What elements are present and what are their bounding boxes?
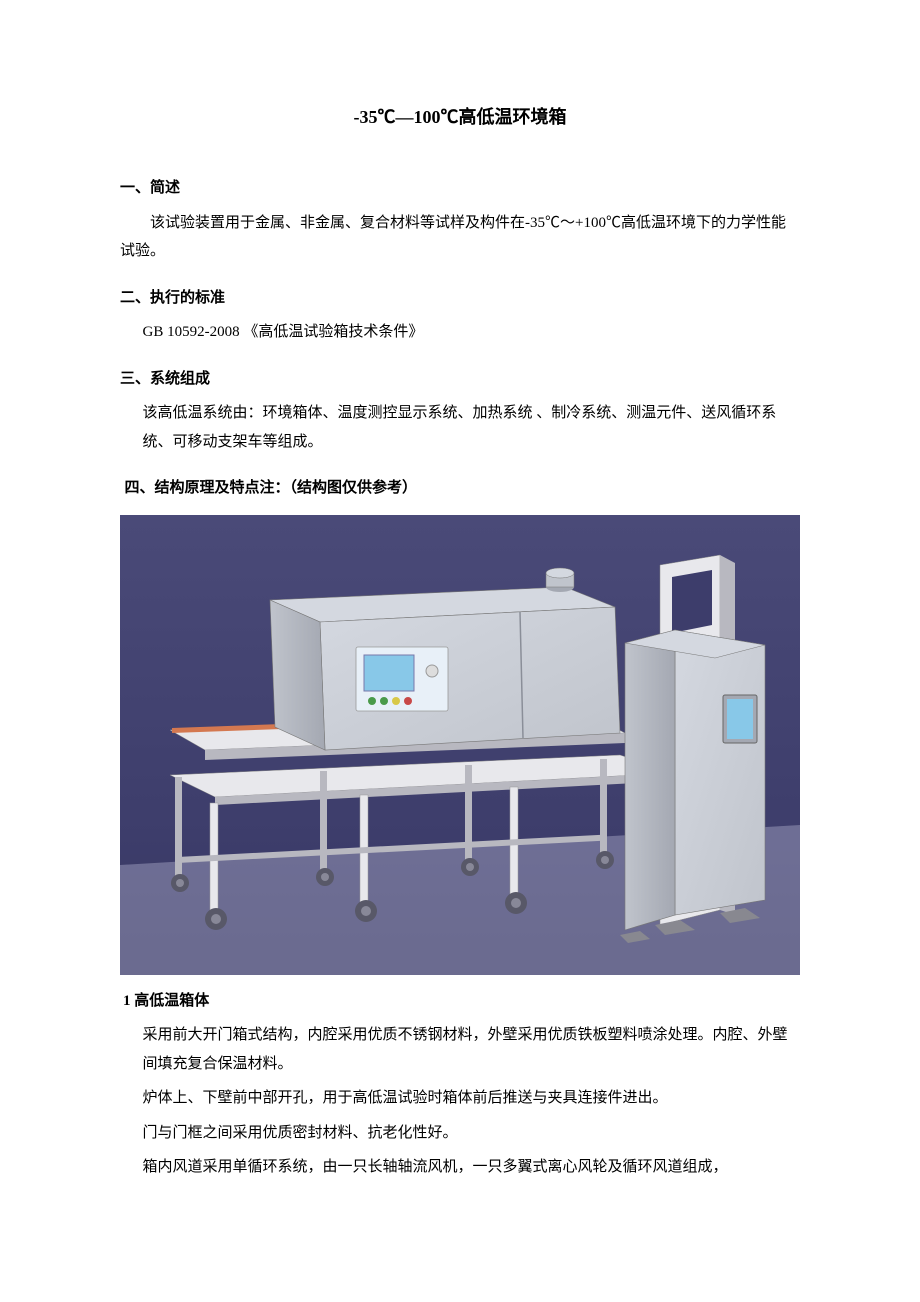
document-page: -35℃—100℃高低温环境箱 一、简述 该试验装置用于金属、非金属、复合材料等… [0, 0, 920, 1248]
section-4-1-p1: 采用前大开门箱式结构，内腔采用优质不锈钢材料，外壁采用优质铁板塑料喷涂处理。内腔… [120, 1021, 800, 1078]
section-4-1-p2: 炉体上、下壁前中部开孔，用于高低温试验时箱体前后推送与夹具连接件进出。 [120, 1084, 800, 1113]
section-1-heading: 一、简述 [120, 174, 800, 203]
section-3-body: 该高低温系统由：环境箱体、温度测控显示系统、加热系统 、制冷系统、测温元件、送风… [120, 399, 800, 456]
wheel [205, 908, 227, 930]
section-2-body: GB 10592-2008 《高低温试验箱技术条件》 [120, 318, 800, 347]
section-1-body: 该试验装置用于金属、非金属、复合材料等试样及构件在-35℃～+100℃高低温环境… [120, 209, 800, 266]
section-4-1-heading: 1 高低温箱体 [120, 987, 800, 1016]
section-4-1-p3: 门与门框之间采用优质密封材料、抗老化性好。 [120, 1119, 800, 1148]
chamber-svg [120, 515, 800, 975]
page-title: -35℃—100℃高低温环境箱 [120, 100, 800, 134]
structure-figure [120, 515, 800, 975]
section-4-1-p4: 箱内风道采用单循环系统，由一只长轴轴流风机，一只多翼式离心风轮及循环风道组成， [120, 1153, 800, 1182]
section-2-heading: 二、执行的标准 [120, 284, 800, 313]
section-4-heading: 四、结构原理及特点注：（结构图仅供参考） [120, 474, 800, 503]
section-3-heading: 三、系统组成 [120, 365, 800, 394]
